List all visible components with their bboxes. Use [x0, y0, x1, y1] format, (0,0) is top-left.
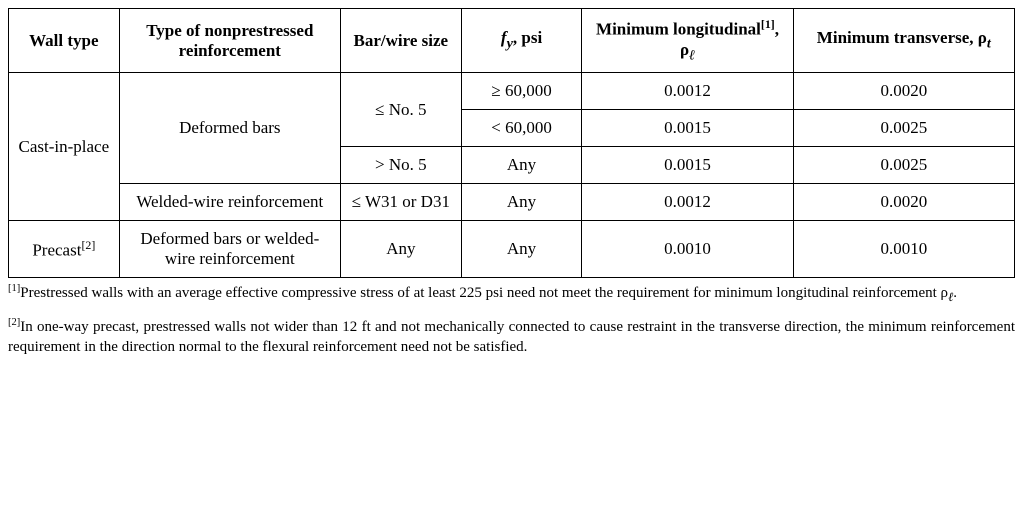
cell-fy: < 60,000 [461, 110, 582, 147]
header-wall-type: Wall type [9, 9, 120, 73]
header-fy-suffix: , psi [513, 28, 542, 47]
cell-bar-size-gt5: > No. 5 [340, 147, 461, 184]
footnote-1-end: . [953, 285, 957, 301]
header-min-trans-sub: t [987, 36, 991, 52]
cell-trans: 0.0025 [793, 147, 1014, 184]
table-row: Precast[2] Deformed bars or welded-wire … [9, 221, 1015, 278]
footnote-2-text: In one-way precast, prestressed walls no… [8, 319, 1015, 355]
header-fy: fy, psi [461, 9, 582, 73]
header-reinforcement-type: Type of nonprestressed reinforcement [119, 9, 340, 73]
footnote-1-sup: [1] [8, 283, 20, 294]
cell-fy: Any [461, 221, 582, 278]
cell-wall-type-precast-sup: [2] [81, 238, 95, 252]
cell-reinforcement-both: Deformed bars or welded-wire reinforceme… [119, 221, 340, 278]
cell-trans: 0.0010 [793, 221, 1014, 278]
cell-wall-type-precast-text: Precast [32, 240, 81, 259]
footnote-1-text: Prestressed walls with an average effect… [20, 285, 948, 301]
header-min-long: Minimum longitudinal[1], ρℓ [582, 9, 793, 73]
cell-bar-size-le5: ≤ No. 5 [340, 73, 461, 147]
header-min-trans-text: Minimum transverse, ρ [817, 28, 987, 47]
reinforcement-table: Wall type Type of nonprestressed reinfor… [8, 8, 1015, 278]
table-row: Welded-wire reinforcement ≤ W31 or D31 A… [9, 184, 1015, 221]
cell-trans: 0.0020 [793, 184, 1014, 221]
table-header-row: Wall type Type of nonprestressed reinfor… [9, 9, 1015, 73]
cell-long: 0.0015 [582, 110, 793, 147]
cell-wall-type-precast: Precast[2] [9, 221, 120, 278]
cell-long: 0.0010 [582, 221, 793, 278]
cell-fy: Any [461, 147, 582, 184]
header-bar-size: Bar/wire size [340, 9, 461, 73]
cell-reinforcement-welded: Welded-wire reinforcement [119, 184, 340, 221]
cell-trans: 0.0020 [793, 73, 1014, 110]
cell-trans: 0.0025 [793, 110, 1014, 147]
cell-bar-size-any: Any [340, 221, 461, 278]
cell-long: 0.0012 [582, 184, 793, 221]
cell-fy: Any [461, 184, 582, 221]
header-min-long-sup: [1] [761, 17, 775, 31]
cell-wall-type-cast: Cast-in-place [9, 73, 120, 221]
cell-bar-size-w31: ≤ W31 or D31 [340, 184, 461, 221]
footnote-2: [2]In one-way precast, prestressed walls… [8, 316, 1015, 358]
cell-reinforcement-deformed: Deformed bars [119, 73, 340, 184]
footnote-1: [1]Prestressed walls with an average eff… [8, 282, 1015, 306]
cell-long: 0.0012 [582, 73, 793, 110]
footnotes: [1]Prestressed walls with an average eff… [8, 282, 1015, 357]
cell-long: 0.0015 [582, 147, 793, 184]
footnote-2-sup: [2] [8, 317, 20, 328]
table-row: Cast-in-place Deformed bars ≤ No. 5 ≥ 60… [9, 73, 1015, 110]
cell-fy: ≥ 60,000 [461, 73, 582, 110]
header-min-trans: Minimum transverse, ρt [793, 9, 1014, 73]
header-min-long-text: Minimum longitudinal [596, 20, 761, 39]
header-min-long-sub: ℓ [689, 47, 695, 63]
